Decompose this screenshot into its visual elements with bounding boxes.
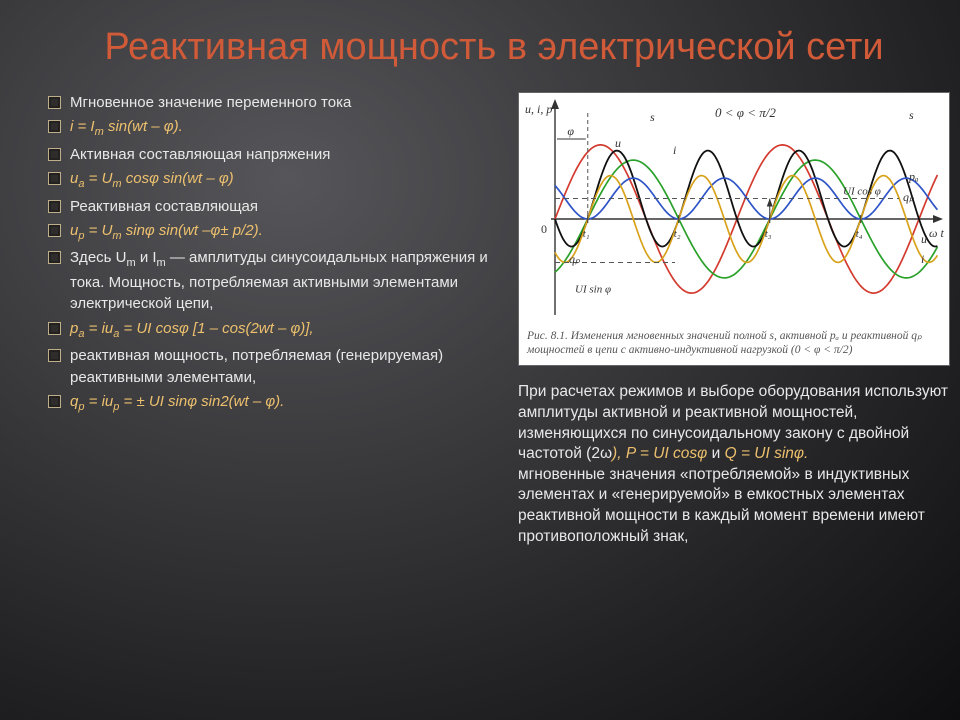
bullet-item: Активная составляющая напряжения (48, 144, 500, 165)
svg-text:ω t: ω t (929, 226, 944, 240)
paragraph-span: мгновенные значения «потребляемой» в инд… (518, 466, 925, 545)
bullet-item: i = Im sin(wt – φ). (48, 116, 500, 141)
slide-root: Реактивная мощность в электрической сети… (0, 0, 960, 720)
bullet-item: pa = iua = UI cosφ [1 – cos(2wt – φ)], (48, 318, 500, 343)
svg-text:u: u (921, 232, 927, 246)
svg-text:qₚ: qₚ (569, 252, 581, 266)
svg-text:0: 0 (541, 222, 547, 236)
figure-box: u, i, p ω t 0 UI cos φ UI sin φ φ t₁ t₂ t₃ t₄ 0 < … (518, 92, 950, 367)
svg-text:t₄: t₄ (856, 228, 863, 240)
bullet-item: Здесь Um и Im — амплитуды синусоидальных… (48, 247, 500, 314)
svg-text:0 < φ < π/2: 0 < φ < π/2 (715, 105, 776, 120)
svg-text:s: s (909, 108, 914, 122)
svg-text:u, i, p: u, i, p (525, 102, 552, 116)
bullet-item: Мгновенное значение переменного тока (48, 92, 500, 113)
svg-text:t₃: t₃ (765, 228, 772, 240)
bullet-item: up = Um sinφ sin(wt –φ± p/2). (48, 220, 500, 245)
bullet-item: реактивная мощность, потребляемая (генер… (48, 345, 500, 388)
svg-text:t₁: t₁ (583, 228, 590, 240)
paragraph-span: Q = UI sinφ. (725, 445, 809, 462)
svg-text:i: i (921, 252, 924, 266)
slide-title: Реактивная мощность в электрической сети (48, 26, 940, 70)
right-column: u, i, p ω t 0 UI cos φ UI sin φ φ t₁ t₂ t₃ t₄ 0 < … (518, 92, 950, 548)
left-column: Мгновенное значение переменного тока i = … (48, 92, 500, 548)
svg-text:pₐ: pₐ (908, 169, 919, 183)
svg-text:φ: φ (567, 124, 574, 138)
waveform-chart: u, i, p ω t 0 UI cos φ UI sin φ φ t₁ t₂ t₃ t₄ 0 < … (519, 93, 949, 325)
bullet-item: ua = Um cosφ sin(wt – φ) (48, 168, 500, 193)
bullet-list: Мгновенное значение переменного тока i = … (48, 92, 500, 416)
explanatory-paragraph: При расчетах режимов и выборе оборудован… (518, 382, 950, 547)
columns: Мгновенное значение переменного тока i = … (48, 92, 940, 548)
bullet-item: qp = iup = ± UI sinφ sin2(wt – φ). (48, 391, 500, 416)
bullet-item: Реактивная составляющая (48, 196, 500, 217)
svg-text:t₂: t₂ (674, 228, 681, 240)
svg-text:UI cos φ: UI cos φ (843, 185, 881, 197)
figure-caption: Рис. 8.1. Изменения мгновенных значений … (519, 325, 949, 366)
svg-text:u: u (615, 136, 621, 150)
svg-text:UI sin φ: UI sin φ (575, 283, 611, 295)
svg-text:qₚ: qₚ (903, 190, 915, 204)
svg-text:i: i (673, 143, 676, 157)
paragraph-span: ), P = UI cosφ (612, 445, 707, 462)
svg-text:s: s (650, 110, 655, 124)
paragraph-span: и (707, 445, 724, 462)
